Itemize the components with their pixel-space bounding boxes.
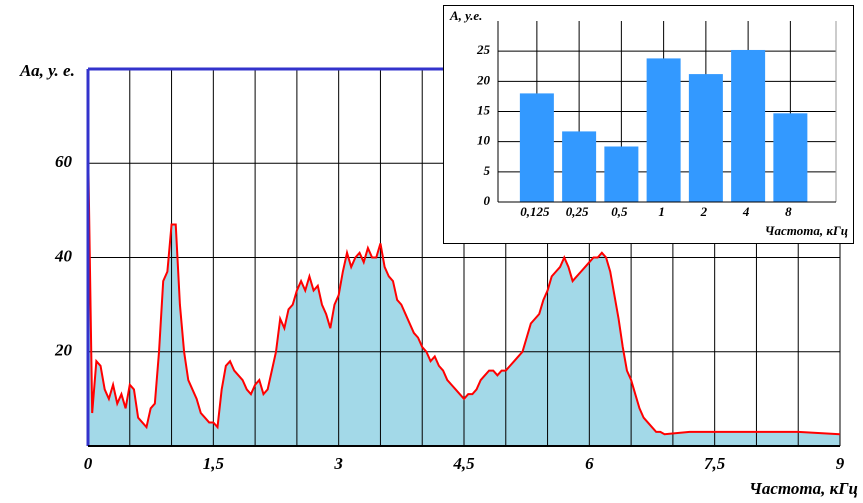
bar: [646, 58, 681, 203]
x-tick-label: 6: [585, 454, 594, 473]
bar: [562, 131, 597, 202]
y-axis-label: Аа, у. е.: [19, 61, 75, 80]
x-tick-label: 2: [700, 204, 708, 219]
y-tick-label: 40: [54, 246, 73, 265]
y-tick-label: 5: [484, 163, 491, 178]
y-tick-label: 20: [476, 72, 491, 87]
bar: [604, 146, 639, 202]
x-tick-label: 1,5: [203, 454, 225, 473]
bar: [773, 113, 808, 202]
y-tick-label: 0: [484, 193, 491, 208]
bar: [731, 49, 766, 203]
bar: [688, 74, 723, 202]
y-tick-label: 15: [477, 102, 491, 117]
y-tick-label: 25: [476, 42, 491, 57]
area-fill: [88, 139, 840, 446]
y-axis-label: А, у.е.: [449, 8, 482, 23]
x-tick-label: 4: [742, 204, 750, 219]
x-tick-label: 0,25: [566, 204, 589, 219]
x-tick-label: 7,5: [704, 454, 726, 473]
inset-chart: 0,125 0,25 0,5 1 2 4 8 0 5 10 15 20 25 А, у.е. Частота…: [443, 5, 854, 244]
x-tick-label: 0,5: [611, 204, 628, 219]
y-tick-label: 10: [477, 133, 491, 148]
x-tick-label: 3: [333, 454, 343, 473]
x-axis-label: Частота, кГц: [749, 479, 858, 498]
y-tick-label: 20: [54, 341, 73, 360]
x-axis-label: Частота, кГц: [765, 223, 848, 238]
x-tick-label: 0,125: [520, 204, 550, 219]
x-tick-label: 8: [785, 204, 792, 219]
x-tick-label: 9: [836, 454, 845, 473]
x-tick-label: 0: [84, 454, 93, 473]
bar: [519, 93, 554, 202]
y-tick-label: 60: [55, 152, 73, 171]
x-tick-label: 1: [658, 204, 665, 219]
spectrum-line: [87, 139, 841, 436]
x-tick-label: 4,5: [452, 454, 475, 473]
